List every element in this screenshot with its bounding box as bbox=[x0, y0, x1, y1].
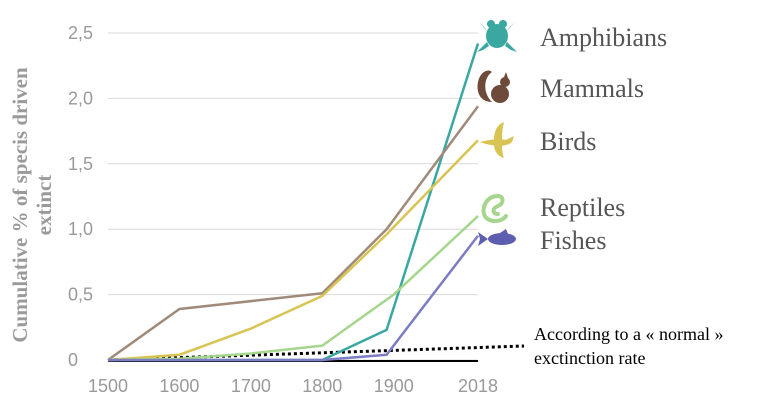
series-line-mammals bbox=[107, 105, 480, 362]
x-tick-label: 1800 bbox=[302, 376, 342, 396]
series-lines bbox=[107, 43, 480, 362]
normal-rate-text-line1: According to a « normal » bbox=[534, 324, 723, 344]
y-tick-label: 2,5 bbox=[68, 23, 93, 43]
y-tick-label: 2,0 bbox=[68, 88, 93, 108]
series-label-reptiles: Reptiles bbox=[540, 193, 625, 222]
y-tick-label: 0,5 bbox=[68, 285, 93, 305]
squirrel-icon bbox=[477, 70, 510, 103]
series-label-mammals: Mammals bbox=[540, 74, 644, 103]
y-axis-ticks: 2,5 2,0 1,5 1,0 0,5 0 bbox=[68, 23, 93, 370]
series-line-birds bbox=[107, 139, 479, 362]
y-axis-label: Cumulative % of specis driven extinct bbox=[8, 67, 56, 343]
frog-icon bbox=[477, 20, 517, 52]
series-line-amphibians bbox=[108, 43, 480, 362]
series-label-fishes: Fishes bbox=[540, 226, 606, 255]
series-icons bbox=[477, 20, 517, 246]
x-tick-label: 1600 bbox=[159, 376, 199, 396]
x-tick-label: 1700 bbox=[231, 376, 271, 396]
snake-icon bbox=[481, 194, 508, 223]
x-tick-label: 2018 bbox=[458, 376, 498, 396]
y-tick-label: 0 bbox=[68, 350, 78, 370]
y-axis-label-line2: extinct bbox=[32, 175, 56, 236]
x-axis-ticks: 1500 1600 1700 1800 1900 2018 bbox=[88, 376, 498, 396]
series-line-fishes bbox=[108, 234, 479, 362]
normal-rate-text-line2: exctinction rate bbox=[534, 348, 645, 368]
y-tick-label: 1,0 bbox=[68, 219, 93, 239]
y-tick-label: 1,5 bbox=[68, 154, 93, 174]
series-label-birds: Birds bbox=[540, 127, 596, 156]
bird-icon bbox=[480, 122, 514, 158]
x-tick-label: 1500 bbox=[88, 376, 128, 396]
fish-icon bbox=[478, 229, 516, 246]
series-label-amphibians: Amphibians bbox=[540, 23, 667, 52]
normal-rate-annotation: According to a « normal » exctinction ra… bbox=[534, 324, 723, 368]
x-tick-label: 1900 bbox=[374, 376, 414, 396]
series-labels: Amphibians Mammals Birds Reptiles Fishes bbox=[540, 23, 667, 255]
y-axis-label-line1: Cumulative % of specis driven bbox=[8, 67, 32, 343]
series-line-reptiles bbox=[107, 215, 479, 362]
